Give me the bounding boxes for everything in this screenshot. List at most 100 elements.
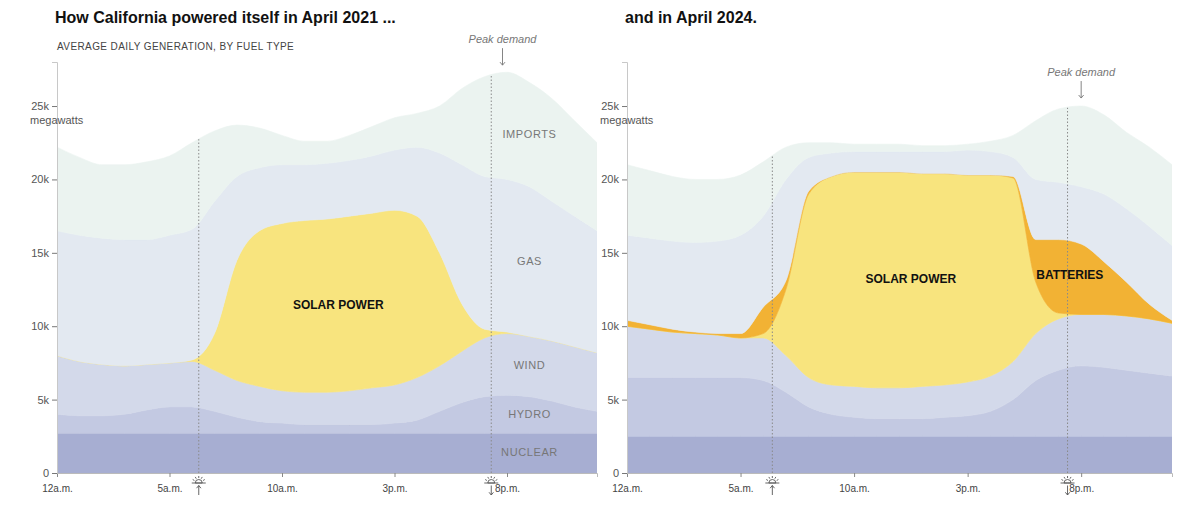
x-tick: 3p.m. (956, 473, 981, 494)
sun-ray (496, 480, 498, 481)
area (57, 72, 597, 239)
tick-mark (622, 179, 627, 180)
tick-mark (622, 326, 627, 327)
x-tick: 8p.m. (495, 473, 520, 494)
sun-line (198, 139, 199, 473)
arrow-shaft (502, 48, 503, 65)
tick-label: 15k (31, 247, 49, 259)
annotation-arrow (500, 48, 505, 65)
sun-ray (766, 480, 768, 481)
y-tick: 25k (31, 100, 57, 112)
plot-area (57, 72, 597, 473)
sun-arrow-head (197, 486, 201, 489)
series-label: SOLAR POWER (293, 298, 384, 312)
tick-label: 20k (601, 173, 619, 185)
figure: 12a.m. 5a.m. 10a.m. 3p.m. 8p.m. 0 5k 10k 15k 20k 2… (0, 0, 1200, 514)
sun-ray (1064, 477, 1065, 479)
tick-label: 3p.m. (382, 483, 407, 494)
sun-ray (485, 480, 487, 481)
area (627, 436, 1172, 473)
axis-line (58, 474, 598, 478)
sun-icon (192, 476, 206, 495)
x-tick: 3p.m. (382, 473, 407, 494)
series-label: HYDRO (508, 408, 551, 420)
tick-label: 0 (613, 467, 619, 479)
sun-ray (193, 480, 195, 481)
sun-arrow (1067, 486, 1068, 496)
panel: 12a.m.5a.m.10a.m.3p.m.8p.m.05k10k15k20k2… (30, 9, 598, 495)
tick-mark (52, 253, 57, 254)
sun-line (491, 75, 492, 473)
y-tick: 5k (37, 394, 57, 406)
y-tick: 0 (613, 467, 627, 479)
sun-arrow (491, 486, 492, 496)
area (57, 433, 597, 473)
sun-ray (775, 477, 776, 479)
panel: 12a.m.5a.m.10a.m.3p.m.8p.m.05k10k15k20k2… (600, 9, 1173, 495)
sun-arrow-head (489, 492, 493, 495)
sun-ray (772, 476, 773, 478)
sun-ray (1061, 480, 1063, 481)
x-tick: 5a.m. (157, 473, 182, 494)
tick-mark (1081, 473, 1082, 477)
series-label: GAS (517, 255, 542, 267)
sun-ray (195, 477, 196, 479)
y-tick: 10k (31, 320, 57, 332)
sun-ray (494, 477, 495, 479)
sun-ray (198, 476, 199, 478)
sun-line (772, 156, 773, 473)
series-label: NUCLEAR (501, 446, 558, 458)
tick-label: 25k (601, 100, 619, 112)
arrow-shaft (1081, 81, 1082, 98)
tick-mark (968, 473, 969, 477)
tick-mark (52, 326, 57, 327)
tick-label: 8p.m. (495, 483, 520, 494)
y-tick: 20k (601, 173, 627, 185)
tick-label: 25k (31, 100, 49, 112)
x-axis: 12a.m.5a.m.10a.m.3p.m.8p.m. (42, 473, 597, 494)
y-tick: 5k (607, 394, 627, 406)
sun-horizon (765, 483, 779, 484)
y-tick: 15k (601, 247, 627, 259)
tick-label: 0 (43, 467, 49, 479)
tick-mark (170, 473, 171, 477)
y-axis-title: megawatts (30, 114, 84, 126)
tick-mark (622, 106, 627, 107)
tick-label: 12a.m. (612, 483, 643, 494)
tick-mark (622, 400, 627, 401)
sun-ray (1070, 477, 1071, 479)
y-tick: 25k (601, 100, 627, 112)
sun-disc (769, 480, 776, 484)
tick-mark (52, 106, 57, 107)
y-tick: 15k (31, 247, 57, 259)
tick-label: 5k (37, 394, 49, 406)
series-label: IMPORTS (502, 128, 556, 140)
sun-ray (201, 477, 202, 479)
annotation: Peak demand (469, 33, 538, 45)
tick-mark (741, 473, 742, 477)
y-tick: 10k (601, 320, 627, 332)
sun-disc (488, 480, 495, 484)
tick-label: 5a.m. (729, 483, 754, 494)
sun-ray (777, 480, 779, 481)
x-tick: 10a.m. (267, 473, 298, 494)
y-tick: 20k (31, 173, 57, 185)
tick-mark (282, 473, 283, 477)
axis-line (628, 474, 1173, 478)
title: How California powered itself in April 2… (55, 9, 396, 26)
arrow-head (1079, 95, 1084, 98)
sun-ray (491, 476, 492, 478)
sun-horizon (192, 483, 206, 484)
arrow-head (500, 62, 505, 65)
sun-arrow (772, 486, 773, 496)
sun-disc (195, 480, 202, 484)
sun-icon (765, 476, 779, 495)
x-tick: 10a.m. (839, 473, 870, 494)
series-label: BATTERIES (1036, 268, 1103, 282)
sun-ray (1072, 480, 1074, 481)
tick-mark (854, 473, 855, 477)
tick-mark (622, 253, 627, 254)
title: and in April 2024. (625, 9, 757, 26)
tick-label: 10a.m. (267, 483, 298, 494)
sun-arrow (198, 486, 199, 496)
